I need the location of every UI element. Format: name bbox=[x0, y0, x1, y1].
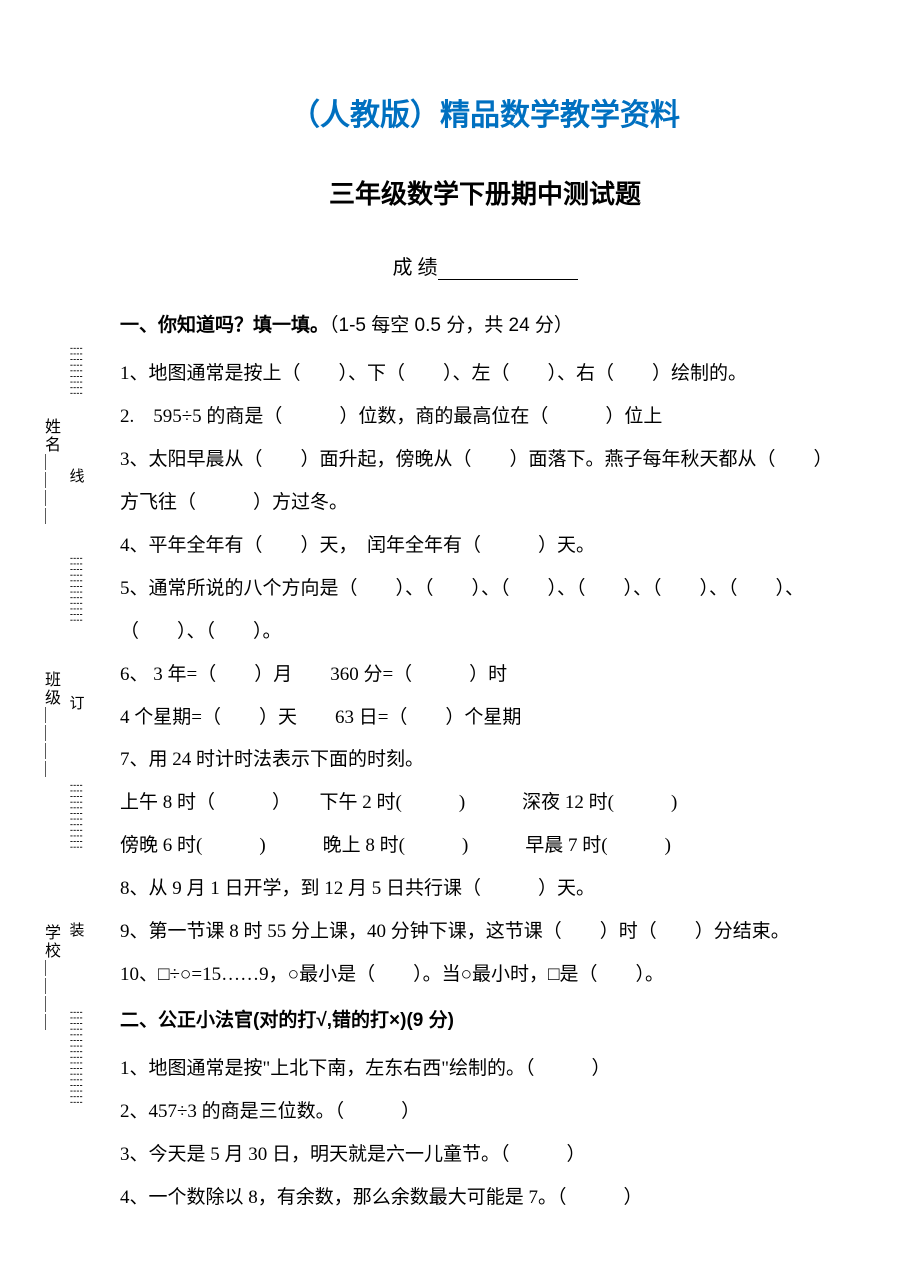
dash-segment: ┊┊┊┊┊┊┊┊┊┊┊┊┊┊┊┊┊ bbox=[70, 1009, 81, 1105]
question-1-7: 7、用 24 时计时法表示下面的时刻。 bbox=[120, 741, 850, 780]
dash-segment: ┊┊┊┊┊┊┊┊┊┊┊┊ bbox=[70, 555, 81, 622]
dash-segment: ┊┊┊┊┊┊┊┊┊┊┊┊ bbox=[70, 782, 81, 849]
question-1-6: 6、 3 年=（ ）月 360 分=（ ）时 bbox=[120, 656, 850, 695]
question-1-7a: 上午 8 时（ ） 下午 2 时( ) 深夜 12 时( ) bbox=[120, 784, 850, 823]
binding-mark-staple: 订 bbox=[68, 695, 83, 710]
sidebar-fill-line: ＿＿＿＿ bbox=[38, 707, 62, 779]
question-2-4: 4、一个数除以 8，有余数，那么余数最大可能是 7。（ ） bbox=[120, 1179, 850, 1218]
question-2-2: 2、457÷3 的商是三位数。（ ） bbox=[120, 1093, 850, 1132]
sidebar-fill-line: ＿＿＿＿ bbox=[38, 454, 62, 526]
question-1-4: 4、平年全年有（ ）天， 闰年全年有（ ）天。 bbox=[120, 527, 850, 566]
question-1-8: 8、从 9 月 1 日开学，到 12 月 5 日共行课（ ）天。 bbox=[120, 870, 850, 909]
question-1-2: 2. 595÷5 的商是（ ）位数，商的最高位在（ ）位上 bbox=[120, 398, 850, 437]
score-label: 成 绩 bbox=[393, 257, 438, 279]
dash-segment: ┊┊┊┊┊┊┊┊┊ bbox=[70, 345, 81, 396]
section1-points: （1-5 每空 0.5 分，共 24 分） bbox=[329, 315, 573, 336]
score-blank bbox=[438, 279, 578, 280]
question-1-1: 1、地图通常是按上（ ）、下（ ）、左（ ）、右（ ）绘制的。 bbox=[120, 355, 850, 394]
sidebar-label-school: 学校 bbox=[38, 924, 62, 960]
sidebar-labels-column: 姓名 ＿＿＿＿ 班级 ＿＿＿＿ 学校 ＿＿＿＿ bbox=[35, 345, 65, 1105]
sidebar-dashes-column: ┊┊┊┊┊┊┊┊┊ 线 ┊┊┊┊┊┊┊┊┊┊┊┊ 订 ┊┊┊┊┊┊┊┊┊┊┊┊ … bbox=[65, 345, 85, 1105]
question-1-7b: 傍晚 6 时( ) 晚上 8 时( ) 早晨 7 时( ) bbox=[120, 827, 850, 866]
score-line: 成 绩 bbox=[120, 251, 850, 280]
sidebar-label-class: 班级 bbox=[38, 671, 62, 707]
question-1-6b: 4 个星期=（ ）天 63 日=（ ）个星期 bbox=[120, 699, 850, 738]
sidebar-label-name: 姓名 bbox=[38, 418, 62, 454]
question-1-3: 3、太阳早晨从（ ）面升起，傍晚从（ ）面落下。燕子每年秋天都从（ ） bbox=[120, 441, 850, 480]
question-2-3: 3、今天是 5 月 30 日，明天就是六一儿童节。（ ） bbox=[120, 1136, 850, 1175]
binding-sidebar: 姓名 ＿＿＿＿ 班级 ＿＿＿＿ 学校 ＿＿＿＿ ┊┊┊┊┊┊┊┊┊ 线 ┊┊┊┊… bbox=[35, 345, 95, 1105]
question-1-5b: （ ）、（ ）。 bbox=[120, 613, 850, 652]
section1-title: 一、你知道吗？填一填。 bbox=[120, 315, 329, 336]
sidebar-fill-line: ＿＿＿＿ bbox=[38, 960, 62, 1032]
main-title: （人教版）精品数学教学资料 bbox=[120, 90, 850, 134]
question-1-3b: 方飞往（ ）方过冬。 bbox=[120, 484, 850, 523]
binding-mark-bind: 装 bbox=[68, 922, 83, 937]
sub-title: 三年级数学下册期中测试题 bbox=[120, 174, 850, 211]
binding-mark-line: 线 bbox=[68, 468, 83, 483]
section1-header: 一、你知道吗？填一填。（1-5 每空 0.5 分，共 24 分） bbox=[120, 310, 850, 337]
question-1-9: 9、第一节课 8 时 55 分上课，40 分钟下课，这节课（ ）时（ ）分结束。 bbox=[120, 913, 850, 952]
question-2-1: 1、地图通常是按"上北下南，左东右西"绘制的。（ ） bbox=[120, 1050, 850, 1089]
section2-header: 二、公正小法官(对的打√,错的打×)(9 分) bbox=[120, 1005, 850, 1032]
question-1-5: 5、通常所说的八个方向是（ ）、（ ）、（ ）、（ ）、（ ）、（ ）、 bbox=[120, 570, 850, 609]
question-1-10: 10、□÷○=15……9，○最小是（ ）。当○最小时，□是（ ）。 bbox=[120, 956, 850, 995]
